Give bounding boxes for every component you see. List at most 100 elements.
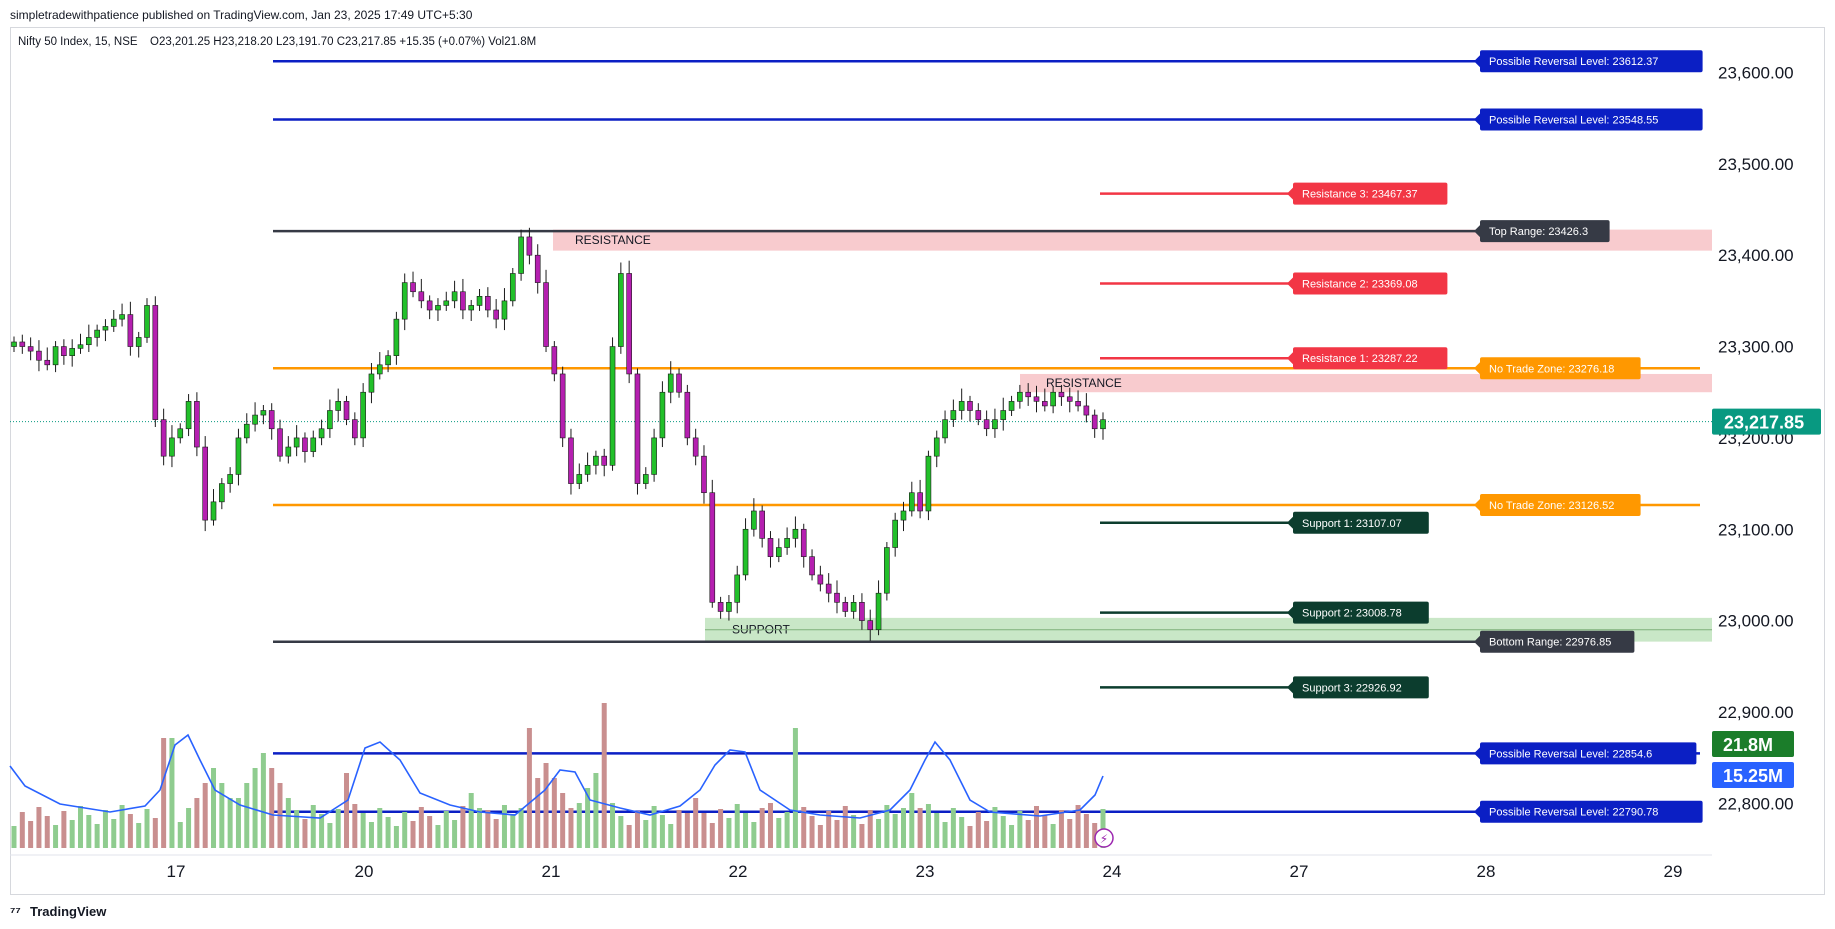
candle (102, 319, 109, 342)
candle-body (817, 574, 824, 585)
candle (867, 609, 874, 641)
time-tick-label: 20 (355, 862, 374, 881)
candle (726, 595, 732, 621)
candle (376, 352, 383, 380)
level-label-pointer (1474, 225, 1480, 238)
tradingview-logo[interactable]: ⁷⁷ TradingView (10, 904, 106, 919)
candle-body (509, 273, 516, 302)
volume-bar (618, 816, 624, 848)
volume-bar (435, 825, 441, 848)
candle (717, 596, 724, 619)
candle-body (568, 437, 574, 484)
candle (909, 481, 915, 517)
candle (210, 489, 217, 526)
candle-body (1050, 391, 1056, 407)
candle-body (44, 359, 51, 366)
candle (343, 395, 350, 426)
candle-body (144, 305, 150, 338)
candle (227, 467, 233, 493)
candle (202, 436, 208, 532)
candle (27, 337, 34, 361)
candle-body (252, 414, 258, 425)
volume-badge-text: 15.25M (1723, 766, 1783, 786)
candle-body (94, 329, 100, 338)
candle (933, 430, 940, 468)
candle-body (86, 337, 92, 346)
time-tick-label: 29 (1664, 862, 1683, 881)
candle-body (210, 501, 217, 521)
candle-body (235, 437, 242, 475)
candle (443, 291, 450, 311)
volume-bar (950, 808, 956, 848)
candle-body (318, 428, 325, 439)
level-label-bg (1293, 182, 1448, 205)
candle-body (219, 483, 225, 503)
level-label-bg (1480, 357, 1641, 380)
time-tick-label: 28 (1477, 862, 1496, 881)
level-label-bg (1293, 347, 1448, 370)
candle-body (642, 474, 649, 484)
volume-bar (526, 728, 532, 848)
volume-bar (294, 810, 300, 848)
volume-bar (493, 819, 499, 848)
candle-body (243, 423, 250, 439)
volume-bar (834, 820, 840, 848)
candle-body (393, 318, 400, 356)
candle (584, 452, 591, 482)
candle (1075, 390, 1081, 412)
volume-bar (477, 808, 483, 848)
volume-bar (468, 793, 474, 848)
candle (900, 501, 907, 532)
volume-bar (767, 803, 773, 848)
chart-frame[interactable] (10, 27, 1825, 895)
candle-body (676, 373, 682, 393)
symbol-title: Nifty 50 Index, 15, NSE (18, 36, 138, 48)
level-label-text: Possible Reversal Level: 22854.6 (1489, 748, 1652, 760)
candle-body (1091, 414, 1098, 430)
volume-bar (177, 822, 183, 848)
candle-body (277, 428, 283, 457)
candle-body (767, 538, 774, 557)
volume-bar (335, 809, 341, 848)
candle (61, 339, 67, 365)
level-label: Bottom Range: 22976.85 (1474, 630, 1635, 653)
candle-body (327, 410, 333, 430)
candle (1058, 384, 1065, 406)
volume-bar (1067, 819, 1073, 848)
level-label-bg (1480, 220, 1610, 243)
candle-body (659, 391, 666, 439)
time-tick-label: 21 (542, 862, 561, 881)
level-label-text: Possible Reversal Level: 23612.37 (1489, 56, 1658, 68)
candle (684, 384, 691, 446)
candle (875, 580, 882, 636)
candle (19, 334, 26, 354)
volume-layer (9, 703, 1106, 848)
volume-bar (219, 783, 225, 848)
candle (194, 392, 200, 457)
level-label-bg (1293, 511, 1429, 534)
candle (618, 262, 624, 354)
volume-bar (892, 814, 898, 848)
candle-body (185, 401, 192, 430)
candle-body (1100, 419, 1106, 430)
candle-body (559, 373, 566, 439)
candle (742, 518, 749, 581)
volume-bar (1033, 806, 1039, 848)
volume-bar (1009, 825, 1015, 848)
candle (260, 405, 267, 425)
candle (834, 580, 840, 614)
time-tick-label: 27 (1290, 862, 1309, 881)
volume-bar (668, 824, 674, 848)
candle-body (884, 547, 890, 594)
candle (659, 381, 666, 448)
current-price-text: 23,217.85 (1724, 413, 1804, 433)
candle (958, 388, 965, 420)
candle-body (1033, 396, 1040, 402)
candle-body (667, 373, 674, 393)
volume-bar (136, 823, 142, 848)
volume-bar (551, 778, 557, 848)
candle (401, 273, 408, 331)
alert-icon[interactable]: ⚡ (1094, 828, 1114, 848)
candle-body (460, 291, 466, 311)
